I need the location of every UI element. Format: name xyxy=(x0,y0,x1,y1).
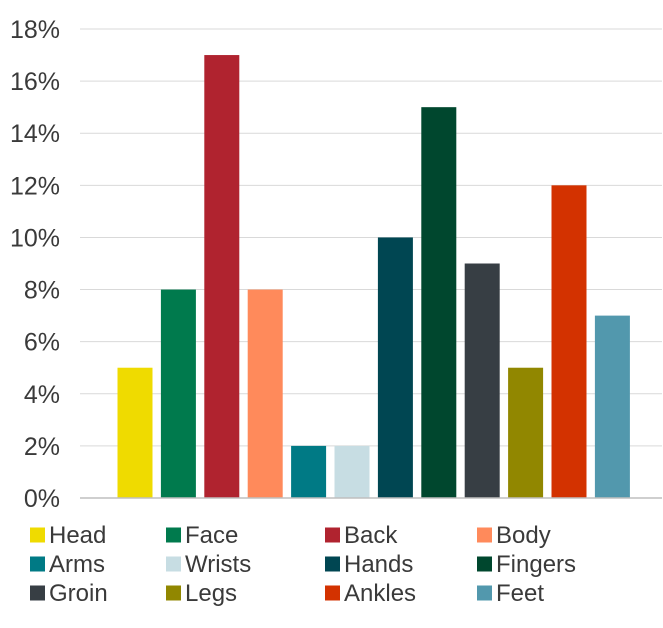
y-tick-label: 18% xyxy=(10,16,60,44)
y-tick-label: 12% xyxy=(10,172,60,200)
y-tick-label: 2% xyxy=(24,433,60,461)
legend-label-back: Back xyxy=(344,522,398,549)
y-tick-label: 8% xyxy=(24,277,60,305)
bar-back xyxy=(204,55,240,499)
bar-wrists xyxy=(334,445,370,498)
legend-label-face: Face xyxy=(185,522,238,549)
bar-arms xyxy=(291,445,327,498)
legend-label-body: Body xyxy=(496,522,551,549)
bar-feet xyxy=(594,315,630,498)
legend-label-head: Head xyxy=(49,522,106,549)
y-tick-label: 4% xyxy=(24,381,60,409)
bar-face xyxy=(160,289,196,498)
bar-body xyxy=(247,289,283,498)
legend-label-ankles: Ankles xyxy=(344,580,416,607)
y-tick-label: 10% xyxy=(10,224,60,252)
bar-fingers xyxy=(421,107,457,499)
legend-swatch-fingers xyxy=(477,556,492,572)
y-tick-label: 16% xyxy=(10,68,60,96)
y-tick-label: 0% xyxy=(24,485,60,513)
legend-label-legs: Legs xyxy=(185,580,237,607)
bar-head xyxy=(117,367,153,498)
legend-label-arms: Arms xyxy=(49,551,105,578)
bar-legs xyxy=(508,367,544,498)
y-axis-tick-labels: 0% 2% 4% 6% 8% 10% 12% 14% 16% 18% xyxy=(10,16,60,513)
legend-swatch-arms xyxy=(30,556,45,572)
legend-swatch-feet xyxy=(477,585,492,601)
legend-label-feet: Feet xyxy=(496,580,544,607)
legend: Head Face Back Body Arms Wrists Hands Fingers Gr… xyxy=(30,522,576,607)
legend-label-fingers: Fingers xyxy=(496,551,576,578)
bars xyxy=(117,55,630,499)
bar-hands xyxy=(377,237,413,498)
legend-swatch-body xyxy=(477,527,492,543)
legend-swatch-legs xyxy=(166,585,181,601)
y-tick-label: 6% xyxy=(24,329,60,357)
legend-label-wrists: Wrists xyxy=(185,551,251,578)
bar-groin xyxy=(464,263,500,498)
bar-ankles xyxy=(551,185,587,499)
legend-label-groin: Groin xyxy=(49,580,108,607)
legend-swatch-groin xyxy=(30,585,45,601)
legend-label-hands: Hands xyxy=(344,551,413,578)
legend-swatch-ankles xyxy=(325,585,340,601)
legend-swatch-head xyxy=(30,527,45,543)
legend-swatch-wrists xyxy=(166,556,181,572)
legend-swatch-back xyxy=(325,527,340,543)
legend-swatch-hands xyxy=(325,556,340,572)
legend-swatch-face xyxy=(166,527,181,543)
y-tick-label: 14% xyxy=(10,120,60,148)
